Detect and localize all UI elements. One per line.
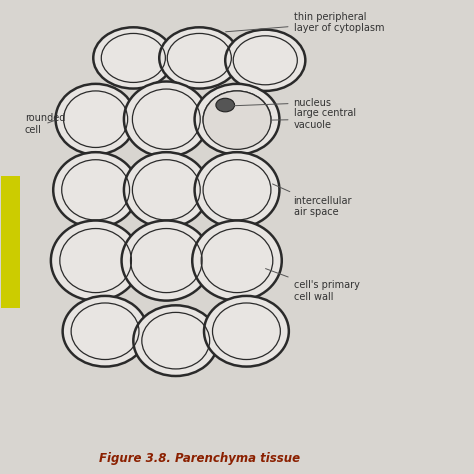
Ellipse shape bbox=[63, 296, 147, 366]
Ellipse shape bbox=[121, 220, 211, 301]
Ellipse shape bbox=[195, 84, 279, 155]
Ellipse shape bbox=[225, 30, 305, 91]
Ellipse shape bbox=[124, 82, 209, 157]
Text: thin peripheral
layer of cytoplasm: thin peripheral layer of cytoplasm bbox=[226, 12, 384, 33]
Text: Figure 3.8. Parenchyma tissue: Figure 3.8. Parenchyma tissue bbox=[99, 452, 300, 465]
Ellipse shape bbox=[159, 27, 239, 89]
Ellipse shape bbox=[195, 152, 279, 228]
Ellipse shape bbox=[53, 152, 138, 228]
Ellipse shape bbox=[124, 152, 209, 228]
Ellipse shape bbox=[203, 91, 271, 149]
Ellipse shape bbox=[216, 98, 235, 112]
Ellipse shape bbox=[93, 27, 173, 89]
Text: intercellular
air space: intercellular air space bbox=[273, 184, 352, 217]
Ellipse shape bbox=[51, 220, 140, 301]
Ellipse shape bbox=[192, 220, 282, 301]
Bar bbox=[1, 176, 20, 308]
Text: nucleus: nucleus bbox=[229, 98, 331, 108]
Text: cell's primary
cell wall: cell's primary cell wall bbox=[265, 269, 359, 302]
Text: large central
vacuole: large central vacuole bbox=[270, 109, 356, 130]
Ellipse shape bbox=[133, 305, 218, 376]
Text: rounded
cell: rounded cell bbox=[25, 113, 65, 135]
Ellipse shape bbox=[204, 296, 289, 366]
Ellipse shape bbox=[55, 84, 136, 155]
